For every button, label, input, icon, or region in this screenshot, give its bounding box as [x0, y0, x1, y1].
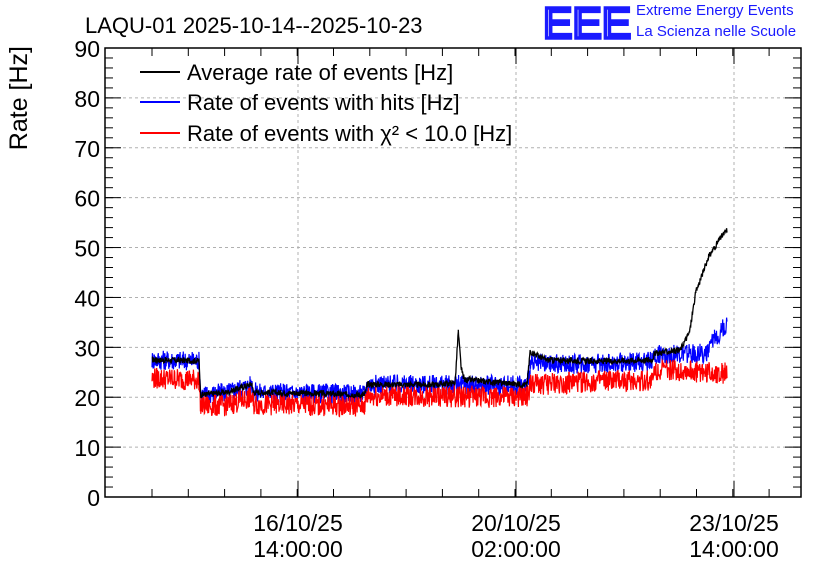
- legend-label-1: Rate of events with hits [Hz]: [187, 90, 460, 115]
- x-tick-time: 14:00:00: [689, 536, 779, 562]
- series-line-2: [151, 358, 728, 418]
- x-tick-date: 20/10/25: [471, 510, 561, 536]
- y-tick-label: 50: [74, 236, 100, 262]
- series-line-0: [151, 228, 728, 399]
- plot-frame: [104, 47, 802, 498]
- logo-line-2: La Scienza nelle Scuole: [636, 23, 797, 40]
- y-tick-label: 40: [74, 285, 100, 311]
- legend-label-0: Average rate of events [Hz]: [187, 60, 453, 85]
- x-tick-time: 02:00:00: [471, 536, 561, 562]
- logo-mark-text: EEE: [543, 2, 631, 42]
- y-tick-label: 60: [74, 186, 100, 212]
- x-tick-time: 14:00:00: [253, 536, 343, 562]
- y-tick-label: 10: [74, 435, 100, 461]
- y-axis-label: Rate [Hz]: [5, 46, 33, 150]
- y-tick-label: 90: [74, 36, 100, 62]
- logo-line-1: Extreme Energy Events: [636, 2, 794, 19]
- y-tick-label: 20: [74, 385, 100, 411]
- y-tick-label: 70: [74, 136, 100, 162]
- eee-logo-mark: EEE: [541, 0, 633, 50]
- x-tick-date: 16/10/25: [253, 510, 343, 536]
- x-tick-date: 23/10/25: [689, 510, 779, 536]
- chart-title: LAQU-01 2025-10-14--2025-10-23: [85, 13, 423, 38]
- y-tick-label: 80: [74, 86, 100, 112]
- series-line-1: [151, 317, 728, 405]
- eee-logo: EEE: [541, 0, 635, 50]
- y-tick-label: 0: [87, 485, 100, 511]
- y-tick-label: 30: [74, 335, 100, 361]
- legend-label-2: Rate of events with χ² < 10.0 [Hz]: [187, 121, 512, 146]
